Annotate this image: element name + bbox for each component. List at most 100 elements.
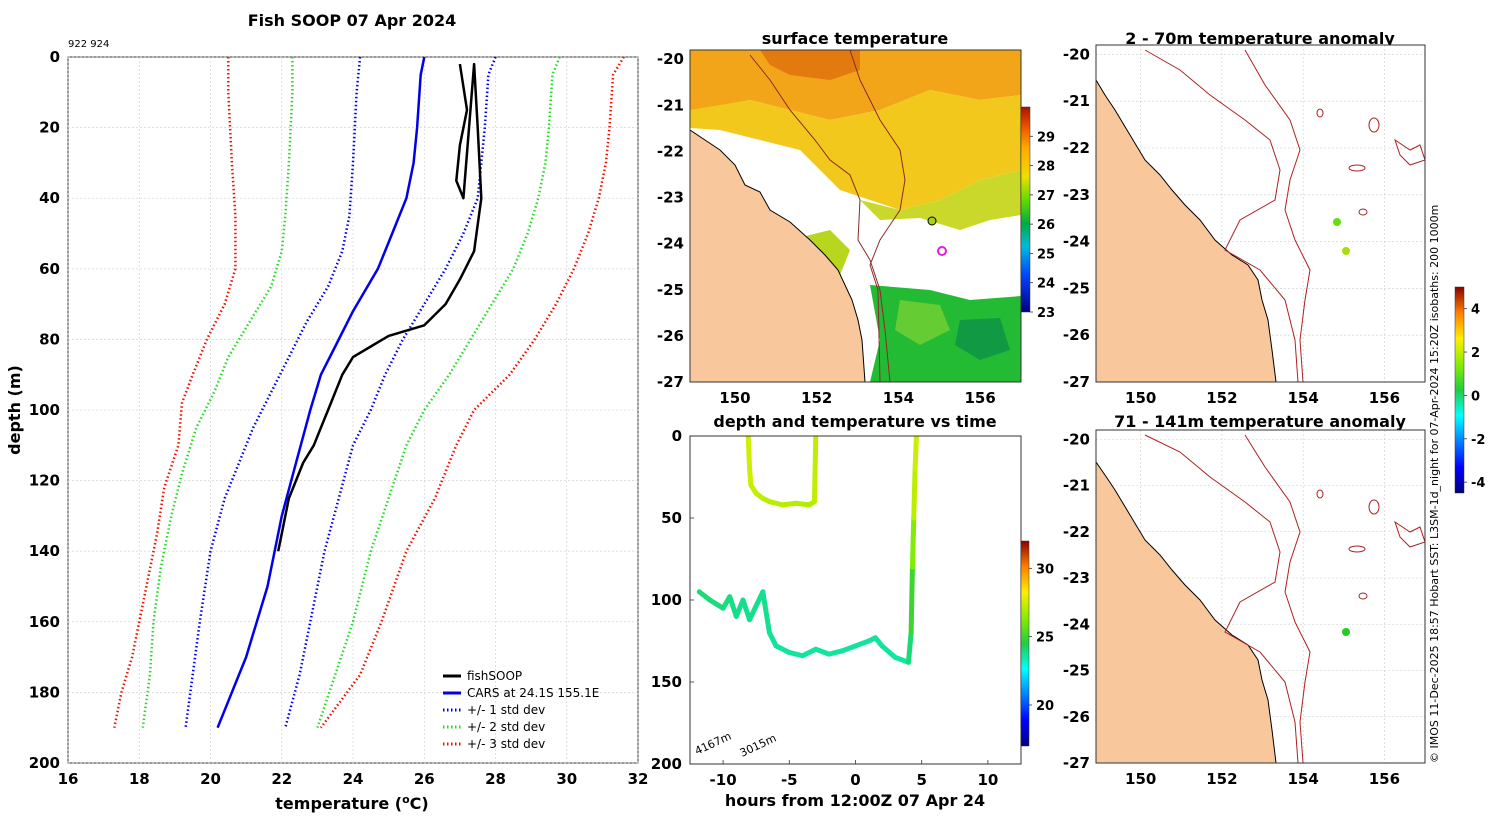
anomaly-map-2-seamount-3	[1316, 489, 1324, 499]
anomaly-map-1-seamount-3	[1316, 108, 1324, 118]
anomaly-map-1-point-2	[1342, 247, 1350, 255]
colorbar-tick-label: 26	[1037, 218, 1055, 233]
xlabel-unit: C)	[410, 794, 429, 813]
profile-xlabel: temperature (oC)	[275, 793, 428, 814]
map-xtick-label: 156	[964, 389, 995, 407]
sst-isobath-1000	[849, 50, 906, 382]
map-ytick-label: -25	[657, 281, 684, 299]
anomaly-map-2-panel: 71 - 141m temperature anomaly 150 152 154 1…	[1063, 412, 1426, 788]
depth-time-segment	[905, 630, 914, 665]
map-xtick-label: 150	[1125, 389, 1156, 407]
depth-time-segment	[912, 436, 919, 472]
map-ytick-label: -25	[1063, 279, 1090, 297]
map-xtick-label: 150	[1125, 770, 1156, 788]
map-xtick-label: 154	[883, 389, 914, 407]
colorbar-tick-label: 27	[1037, 189, 1055, 204]
depth-time-ytick-label: 200	[651, 755, 682, 773]
profile-ytick-label: 60	[39, 260, 60, 278]
depth-time-title: depth and temperature vs time	[713, 412, 996, 431]
anomaly-map-2-seamount-2	[1348, 545, 1366, 553]
map-ytick-label: -27	[1063, 754, 1090, 772]
profile-xtick-label: 18	[129, 770, 150, 788]
depth-time-plot-area	[690, 436, 1021, 764]
profile-xtick-label: 26	[414, 770, 435, 788]
colorbar-tick-label: 20	[1036, 699, 1054, 714]
colorbar-tick-label: 24	[1037, 277, 1055, 292]
anomaly-map-1-seamount-2	[1348, 164, 1366, 172]
anomaly-map-1-point-1	[1333, 218, 1341, 226]
anomaly-map-1-land	[1096, 79, 1277, 382]
depth-time-ytick-label: 0	[672, 427, 682, 445]
anomaly-map-2-seamount-1	[1368, 499, 1380, 515]
profile-ticks: 16 18 20 22 24 26 28 30 32 0 20 40 60 80 100 120 140 160 1…	[29, 48, 649, 788]
sst-yellow-region	[690, 90, 1021, 210]
depth-time-ytick-label: 100	[651, 591, 682, 609]
sst-patch-3	[955, 318, 1010, 360]
profile-line--2-std-dev	[141, 57, 294, 728]
legend-label-cars: CARS at 24.1S 155.1E	[467, 686, 599, 700]
colorbar-tick-label: -2	[1471, 433, 1485, 448]
depth-time-segment	[911, 466, 918, 521]
colorbar-tick-label: 4	[1471, 303, 1480, 318]
depth-time-segment	[908, 564, 915, 636]
map-ytick-label: -20	[657, 50, 684, 68]
depth-time-xlabel: hours from 12:00Z 07 Apr 24	[725, 791, 985, 810]
map-ytick-label: -23	[657, 189, 684, 207]
anomaly-map-2-isobath-200	[1144, 434, 1299, 763]
side-caption: © IMOS 11-Dec-2025 18:57 Hobart SST: L3S…	[1428, 205, 1441, 763]
profile-line--3-std-dev	[113, 57, 237, 728]
depth-time-xtick-label: 5	[916, 771, 926, 789]
profile-line--1-std-dev	[184, 56, 362, 728]
depth-time-panel: depth and temperature vs time 4167m 3015…	[651, 412, 1054, 810]
profile-line-cars-at-24-1s-155-1e	[216, 56, 426, 729]
map-ytick-label: -26	[1063, 708, 1090, 726]
map-xtick-label: 154	[1287, 389, 1318, 407]
map-xtick-label: 150	[719, 389, 750, 407]
profile-line--3-std-dev	[319, 56, 625, 729]
depth-time-segment	[745, 436, 753, 472]
anomaly-map-1-seamount-4	[1358, 208, 1368, 216]
anomaly-map-1-panel: 2 - 70m temperature anomaly 150 152 154 156…	[1063, 29, 1426, 407]
map-ytick-label: -21	[1063, 477, 1090, 495]
sst-cast-marker-1	[927, 216, 937, 226]
map-ytick-label: -23	[1063, 186, 1090, 204]
profile-xtick-label: 16	[58, 770, 79, 788]
map-xtick-label: 152	[1206, 770, 1237, 788]
map-ytick-label: -24	[1063, 233, 1090, 251]
anomaly-map-2-seamount-5	[1394, 520, 1425, 548]
depth-time-segment	[747, 466, 754, 488]
depth-time-colorbar-ticks: 20 25 30	[1029, 562, 1054, 714]
legend-label-std2: +/- 2 std dev	[467, 720, 545, 734]
map-ytick-label: -22	[657, 142, 684, 160]
depth-time-segment	[760, 589, 772, 636]
sst-map-panel: surface temperature 150 152 154 156 -20 -21 -2…	[657, 29, 1055, 407]
anomaly-colorbar-ticks: -4 -2 0 2 4	[1464, 303, 1485, 491]
xlabel-text: temperature (	[275, 794, 402, 813]
figure-subtitle: 922 924	[68, 39, 109, 50]
map-xtick-label: 156	[1369, 389, 1400, 407]
figure-title: Fish SOOP 07 Apr 2024	[248, 11, 457, 30]
profile-grid	[67, 56, 639, 764]
depth-time-segment	[707, 597, 726, 611]
profile-ytick-label: 20	[39, 119, 60, 137]
anomaly-map-1-seamount-5	[1394, 138, 1425, 166]
map-ytick-label: -24	[657, 235, 684, 253]
colorbar-tick-label: 2	[1471, 346, 1480, 361]
profile-xtick-label: 22	[271, 770, 292, 788]
anomaly-map-2-isobath-1000	[1244, 434, 1311, 763]
profile-xtick-label: 28	[485, 770, 506, 788]
anomaly-map-2-land	[1096, 461, 1277, 763]
map-xtick-label: 154	[1287, 770, 1318, 788]
sst-colorbar-ticks: 23 24 25 26 27 28 29	[1030, 130, 1055, 321]
map-ytick-label: -20	[1063, 430, 1090, 448]
map-ytick-label: -22	[1063, 139, 1090, 157]
anomaly-map-1-isobath-1000	[1244, 49, 1311, 382]
map-ytick-label: -24	[1063, 615, 1090, 633]
depth-time-ytick-label: 150	[651, 673, 682, 691]
colorbar-tick-label: -4	[1471, 476, 1485, 491]
depth-time-segment	[909, 515, 917, 570]
map-ytick-label: -20	[1063, 45, 1090, 63]
map-ytick-label: -26	[657, 327, 684, 345]
colorbar-tick-label: 29	[1037, 130, 1055, 145]
